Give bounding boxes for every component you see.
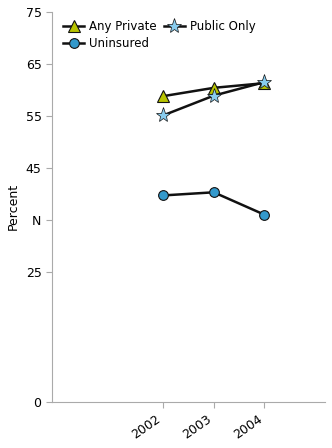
Y-axis label: Percent: Percent	[7, 183, 20, 230]
Legend: Any Private, Uninsured, Public Only: Any Private, Uninsured, Public Only	[60, 18, 258, 52]
